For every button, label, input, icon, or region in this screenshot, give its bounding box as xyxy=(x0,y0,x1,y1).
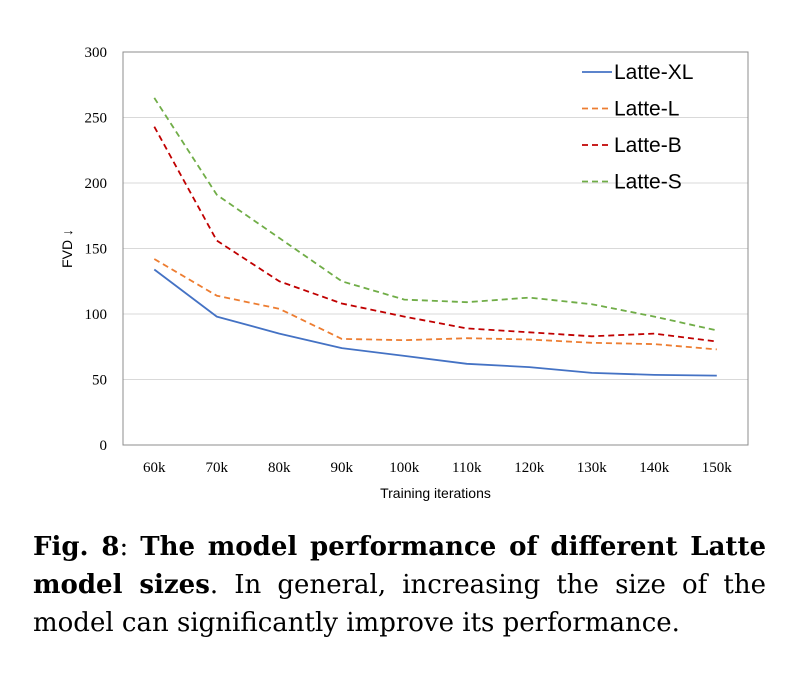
series-lines xyxy=(153,97,717,377)
x-tick-label: 140k xyxy=(639,460,670,476)
x-tick-label: 150k xyxy=(702,460,733,476)
legend-label-latte-l: Latte-L xyxy=(614,98,679,121)
y-axis-ticks: 0 50 100 150 200 250 300 xyxy=(85,45,108,454)
caption-label: Fig. 8 xyxy=(33,532,120,562)
x-tick-label: 90k xyxy=(331,460,354,476)
y-tick-label: 200 xyxy=(85,176,108,192)
y-tick-label: 100 xyxy=(85,307,108,323)
x-axis-ticks: 60k 70k 80k 90k 100k 110k 120k 130k 140k 150k xyxy=(143,460,732,476)
x-tick-label: 70k xyxy=(206,460,229,476)
caption-title: The model performance of different Latte… xyxy=(33,532,766,600)
y-tick-label: 300 xyxy=(85,45,108,61)
series-line-latte-xl xyxy=(153,268,717,377)
y-tick-label: 250 xyxy=(85,111,108,127)
figure-caption: Fig. 8: The model performance of differe… xyxy=(33,528,766,642)
caption-separator: : xyxy=(119,532,141,562)
x-tick-label: 60k xyxy=(143,460,166,476)
series-line-latte-b xyxy=(153,126,717,343)
plot-frame xyxy=(122,51,749,446)
caption-body: . In general, increasing the size of the… xyxy=(33,570,766,638)
y-tick-label: 0 xyxy=(100,438,108,454)
legend-label-latte-s: Latte-S xyxy=(614,171,682,194)
legend-label-latte-b: Latte-B xyxy=(614,134,682,157)
x-tick-label: 100k xyxy=(389,460,420,476)
chart: 0 50 100 150 200 250 300 60k 70k 80k 90k 100k 110k 1… xyxy=(59,45,749,501)
x-tick-label: 110k xyxy=(452,460,482,476)
series-line-latte-l xyxy=(153,258,717,351)
y-axis-title: FVD ↓ xyxy=(59,229,75,268)
y-tick-label: 50 xyxy=(92,373,107,389)
x-tick-label: 80k xyxy=(268,460,291,476)
y-tick-label: 150 xyxy=(85,242,108,258)
legend: Latte-XL Latte-L Latte-B Latte-S xyxy=(582,61,693,194)
x-tick-label: 120k xyxy=(514,460,545,476)
legend-label-latte-xl: Latte-XL xyxy=(614,61,693,84)
x-axis-title: Training iterations xyxy=(380,485,491,501)
series-line-latte-s xyxy=(153,97,717,332)
x-tick-label: 130k xyxy=(577,460,608,476)
